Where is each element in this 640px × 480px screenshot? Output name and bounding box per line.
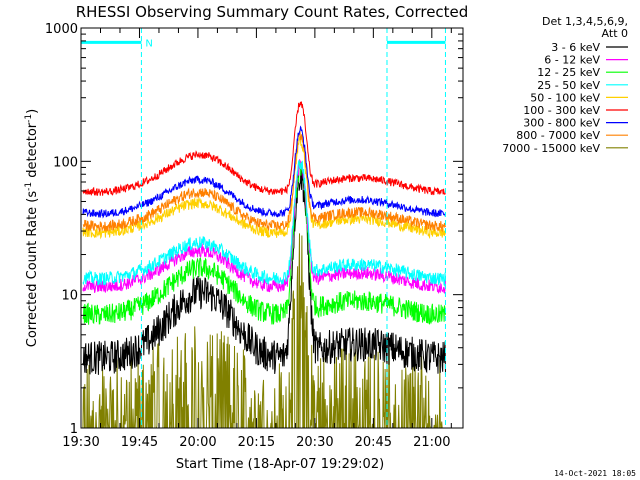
series-line-4 <box>82 160 446 286</box>
y-tick-label: 100 <box>53 155 78 170</box>
footer-timestamp: 14-Oct-2021 18:05 <box>554 469 636 478</box>
legend-label: 3 - 6 keV <box>551 41 600 54</box>
x-tick-label: 20:30 <box>296 435 333 450</box>
legend-header: Det 1,3,4,5,6,9, <box>542 15 628 28</box>
y-tick-label: 10 <box>61 289 78 304</box>
night-markers: N <box>80 28 446 428</box>
x-tick-label: 19:30 <box>62 435 99 450</box>
legend-label: 6 - 12 keV <box>544 54 600 67</box>
y-axis-label: Corrected Count Rate (s-1 detector-1) <box>24 109 40 347</box>
x-tick-label: 19:45 <box>121 435 158 450</box>
legend-label: 100 - 300 keV <box>523 104 600 117</box>
legend-label: 50 - 100 keV <box>530 91 600 104</box>
series-line-8 <box>82 129 446 233</box>
legend-label: 7000 - 15000 keV <box>502 142 600 155</box>
x-tick-label: 20:45 <box>355 435 392 450</box>
y-tick-label: 1000 <box>45 22 78 37</box>
series-line-9 <box>82 233 446 428</box>
series-line-3 <box>82 160 446 325</box>
night-label: N <box>145 38 152 49</box>
x-tick-label: 20:00 <box>179 435 216 450</box>
legend-label: 800 - 7000 keV <box>516 129 600 142</box>
x-axis: 19:30 19:45 20:00 20:15 20:30 20:45 21:00 <box>62 28 452 450</box>
legend-label: 12 - 25 keV <box>537 66 600 79</box>
plot-frame <box>80 27 464 429</box>
x-tick-label: 20:15 <box>238 435 275 450</box>
series-line-5 <box>82 135 446 240</box>
legend-header: Att 0 <box>602 27 628 40</box>
series-layer <box>82 101 446 428</box>
chart-title: RHESSI Observing Summary Count Rates, Co… <box>76 3 469 21</box>
series-line-7 <box>82 125 446 219</box>
x-tick-label: 21:00 <box>413 435 450 450</box>
y-axis: 1 10 100 1000 <box>45 22 463 437</box>
series-line-6 <box>82 101 446 196</box>
legend-label: 300 - 800 keV <box>523 117 600 130</box>
series-line-1 <box>82 161 446 376</box>
x-axis-label: Start Time (18-Apr-07 19:29:02) <box>176 457 384 472</box>
y-tick-label: 1 <box>70 422 78 437</box>
legend-label: 25 - 50 keV <box>537 79 600 92</box>
